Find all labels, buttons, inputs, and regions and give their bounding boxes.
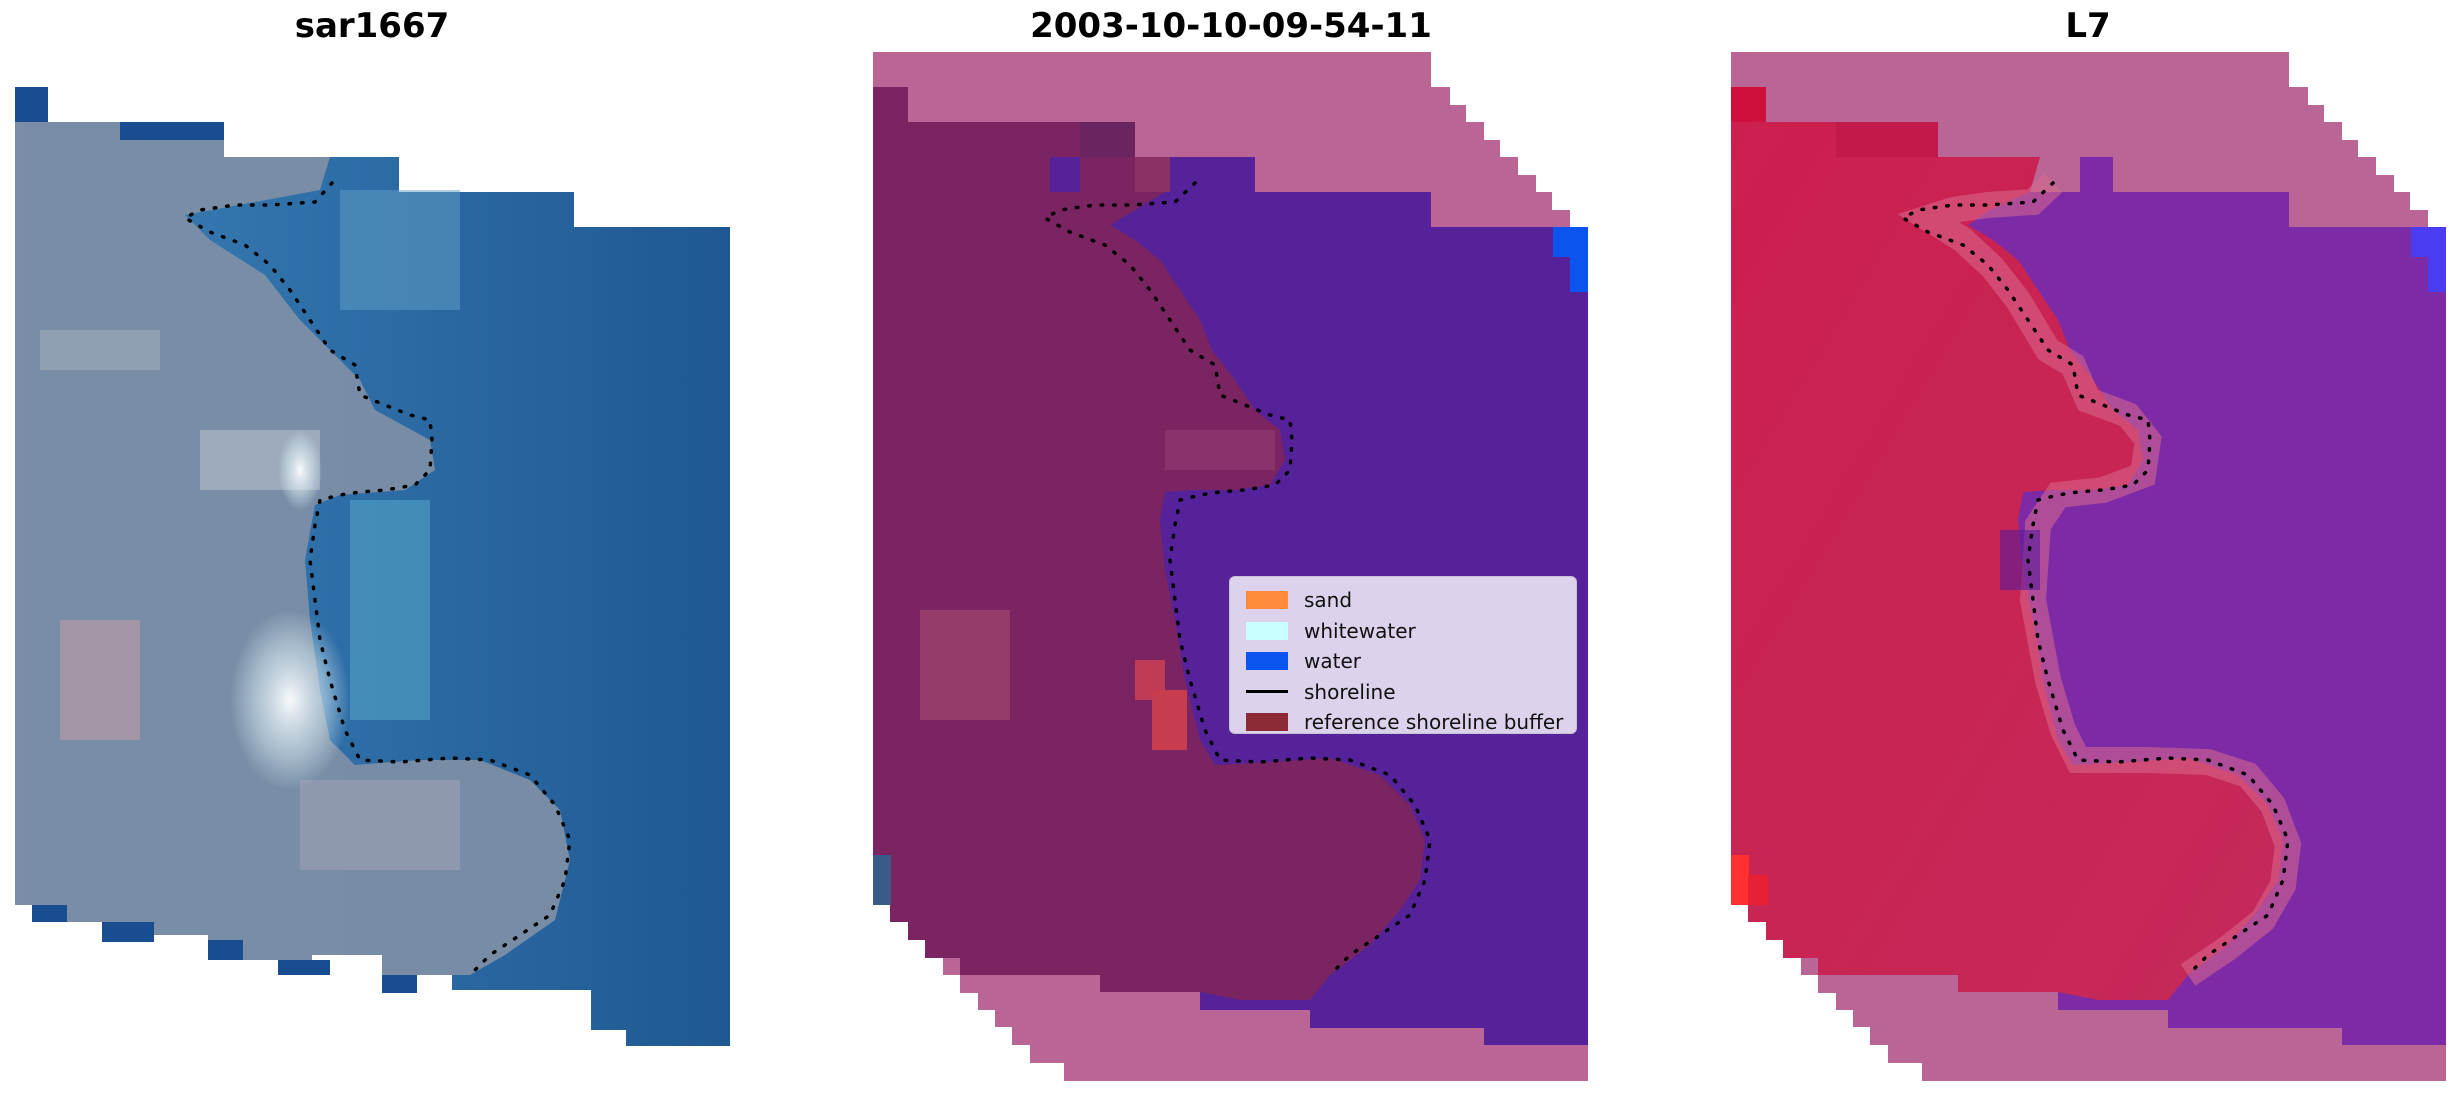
rgb-land-region <box>15 87 570 975</box>
panel-title-rgb: sar1667 <box>294 6 450 46</box>
legend-swatch-water <box>1246 652 1288 671</box>
rgb-image <box>15 87 730 1046</box>
legend-item-reference-buffer: reference shoreline buffer <box>1238 707 1576 738</box>
l7-image <box>1731 52 2446 1081</box>
legend-item-sand: sand <box>1238 585 1576 616</box>
legend-swatch-sand <box>1246 591 1288 610</box>
legend: sand whitewater water shoreline referenc… <box>1229 576 1577 734</box>
legend-label: whitewater <box>1304 618 1416 643</box>
legend-swatch-whitewater <box>1246 621 1288 640</box>
l7-shoreline <box>1899 181 2290 977</box>
legend-label: reference shoreline buffer <box>1304 710 1564 735</box>
legend-label: shoreline <box>1304 679 1396 704</box>
class-shoreline <box>1041 181 1432 977</box>
classification-image <box>873 52 1588 1081</box>
panel-title-classification: 2003-10-10-09-54-11 <box>1030 6 1432 46</box>
legend-label: water <box>1304 649 1361 674</box>
legend-item-whitewater: whitewater <box>1238 616 1576 647</box>
legend-swatch-shoreline <box>1246 690 1288 694</box>
legend-item-water: water <box>1238 646 1576 677</box>
class-land-region <box>873 87 1425 1000</box>
panel-title-mndwi: L7 <box>2065 6 2111 46</box>
legend-label: sand <box>1304 588 1353 613</box>
legend-swatch-buffer <box>1246 713 1288 732</box>
legend-item-shoreline: shoreline <box>1238 677 1576 708</box>
